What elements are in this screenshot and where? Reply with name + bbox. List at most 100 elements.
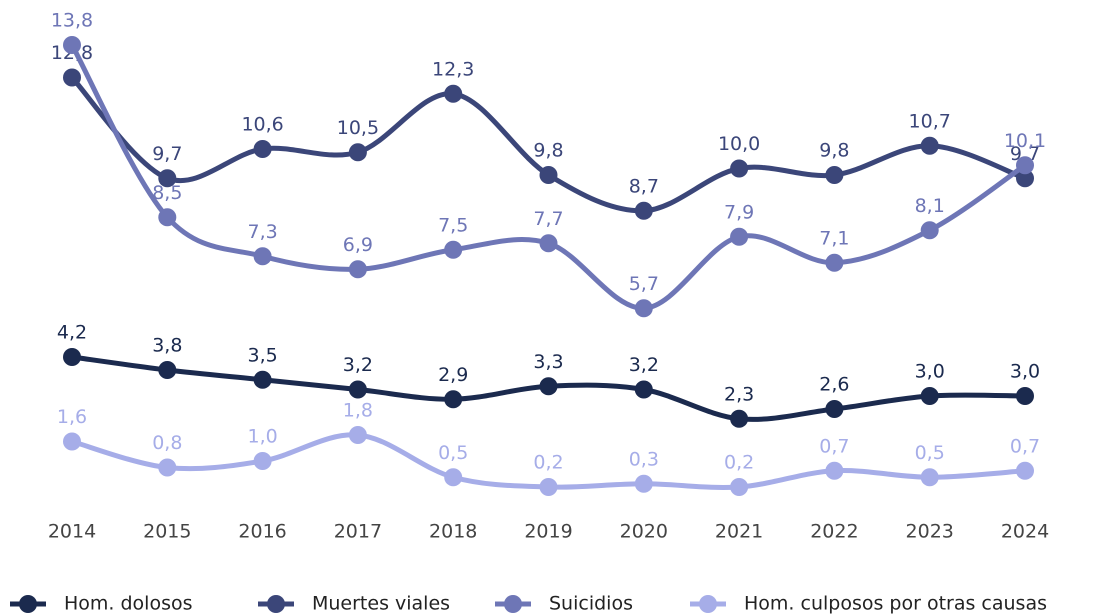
data-label: 7,7 [533,208,563,230]
data-point [158,361,177,379]
data-point [539,377,558,396]
series-line [69,75,1028,214]
data-point [539,478,558,496]
data-label: 1,6 [57,406,87,428]
data-label: 9,7 [1010,143,1040,165]
x-tick-label: 2024 [1001,521,1049,543]
x-tick-label: 2017 [334,521,382,543]
data-label: 0,3 [629,448,659,470]
data-point [253,247,272,266]
data-label: 3,8 [152,335,182,357]
data-label: 2,6 [819,374,849,396]
data-point [825,166,844,184]
data-point [634,380,653,399]
data-point [1016,156,1034,175]
x-tick-label: 2015 [143,521,191,543]
data-point [730,159,749,178]
data-point [825,400,844,418]
data-point [348,143,367,162]
data-label: 3,5 [247,344,277,366]
legend-label: Hom. culposos por otras causas [744,593,1047,615]
data-point [634,299,653,318]
data-point [539,234,558,253]
data-point [444,390,463,409]
data-label: 3,2 [343,354,373,376]
data-label: 7,5 [438,214,468,236]
data-point [158,458,177,477]
data-label: 12,3 [432,58,474,80]
data-label: 10,5 [337,117,379,139]
data-label: 10,7 [909,110,951,132]
data-label: 2,9 [438,364,468,386]
data-point [825,253,844,272]
data-point [253,140,272,158]
x-tick-label: 2021 [715,521,763,543]
data-point [348,260,367,279]
data-point [634,474,653,493]
x-tick-label: 2016 [238,521,286,543]
legend-label: Hom. dolosos [64,593,193,615]
data-point [1016,461,1034,480]
data-label: 9,8 [819,140,849,162]
data-point [63,348,81,366]
data-point [920,468,939,487]
data-point [444,240,463,259]
data-point [158,169,177,188]
data-point [1016,387,1034,405]
data-label: 0,7 [819,435,849,457]
data-point [63,432,81,451]
legend-marker-dot [19,595,37,613]
data-point [158,208,177,227]
x-tick-label: 2023 [906,521,954,543]
data-point [920,387,939,405]
data-point [920,221,939,240]
data-label: 3,0 [1010,361,1040,383]
data-label: 6,9 [343,234,373,256]
data-label: 10,1 [1004,130,1046,152]
legend-label: Suicidios [549,593,633,615]
legend-label: Muertes viales [312,593,450,615]
data-label: 1,8 [343,400,373,422]
data-point [253,370,272,389]
data-label: 0,5 [438,442,468,464]
data-point [444,84,463,103]
data-point [348,426,367,444]
data-label: 3,0 [915,361,945,383]
data-label: 2,3 [724,383,754,405]
data-point [444,468,463,487]
data-label: 8,1 [915,195,945,217]
data-label: 13,8 [51,10,93,32]
x-tick-label: 2018 [429,521,477,543]
data-point [253,452,272,470]
data-label: 8,5 [152,182,182,204]
data-label: 7,9 [724,201,754,223]
data-label: 0,7 [1010,435,1040,457]
data-label: 3,2 [629,354,659,376]
data-label: 3,3 [533,351,563,373]
data-label: 1,0 [247,426,277,448]
data-point [730,227,749,246]
data-label: 9,7 [152,143,182,165]
data-point [539,166,558,184]
x-tick-label: 2022 [810,521,858,543]
data-label: 9,8 [533,140,563,162]
x-tick-label: 2014 [48,521,96,543]
data-label: 10,0 [718,133,760,155]
data-point [920,136,939,155]
data-label: 5,7 [629,273,659,295]
data-label: 0,2 [724,452,754,474]
data-point [634,201,653,220]
data-point [825,461,844,480]
data-point [63,36,81,54]
x-tick-label: 2019 [524,521,572,543]
data-label: 4,2 [57,322,87,344]
data-label: 0,8 [152,432,182,454]
x-tick-label: 2020 [620,521,668,543]
legend-marker-dot [504,595,522,613]
data-label: 10,6 [241,114,283,136]
data-label: 7,1 [819,227,849,249]
data-point [1016,169,1034,188]
data-point [63,68,81,87]
data-point [348,380,367,399]
